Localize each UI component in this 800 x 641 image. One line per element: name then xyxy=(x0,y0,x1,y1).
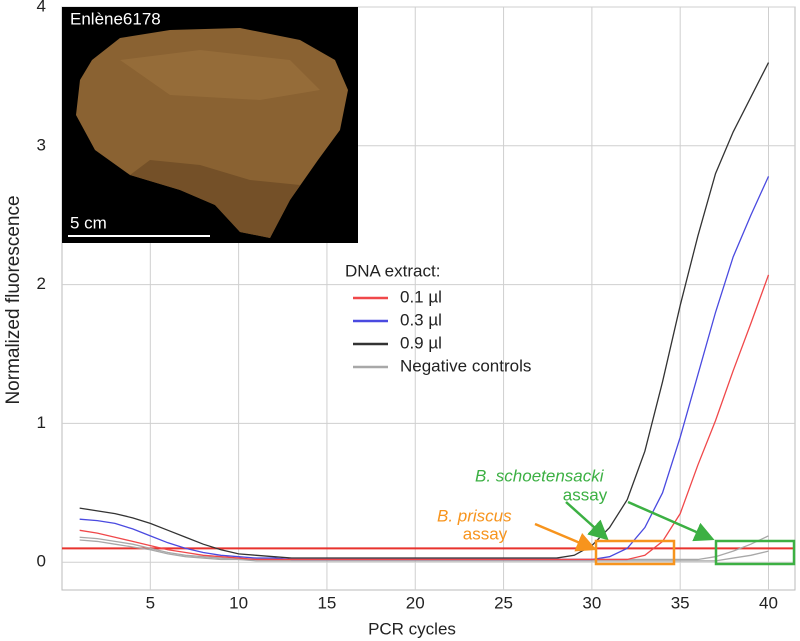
y-tick-label: 3 xyxy=(37,135,46,154)
legend-title: DNA extract: xyxy=(345,261,440,280)
x-axis-title: PCR cycles xyxy=(368,619,456,638)
overlay-layer: Enlène6178 5 cm B. schoetensacki assay B… xyxy=(3,7,796,638)
y-tick-label: 0 xyxy=(37,552,46,571)
legend-label: 0.9 µl xyxy=(400,333,442,352)
x-tick-label: 15 xyxy=(317,593,336,612)
series-line xyxy=(79,539,769,562)
x-tick-label: 20 xyxy=(406,593,425,612)
annotation-arrow xyxy=(565,501,609,541)
legend-label: 0.3 µl xyxy=(400,310,442,329)
annotation-text: B. schoetensacki xyxy=(475,466,605,485)
x-tick-label: 30 xyxy=(582,593,601,612)
annotation-arrow xyxy=(627,500,715,542)
annotation-text: assay xyxy=(563,485,608,504)
legend-label: Negative controls xyxy=(400,356,531,375)
annotation-arrow xyxy=(534,522,597,552)
x-tick-label: 25 xyxy=(494,593,513,612)
series-line xyxy=(79,274,770,561)
annotation-text: B. priscus xyxy=(437,506,512,525)
inset-bone-shade xyxy=(130,160,300,238)
x-tick-label: 5 xyxy=(146,593,155,612)
y-tick-label: 1 xyxy=(37,413,46,432)
y-tick-label: 2 xyxy=(37,274,46,293)
x-tick-label: 35 xyxy=(671,593,690,612)
y-tick-label: 4 xyxy=(37,0,46,15)
series-line xyxy=(79,62,770,559)
annotation-box xyxy=(714,539,796,566)
x-tick-label: 10 xyxy=(229,593,248,612)
inset-scale-label: 5 cm xyxy=(70,213,107,232)
annotation-text: assay xyxy=(463,524,508,543)
y-axis-title: Normalized fluorescence xyxy=(3,195,24,404)
inset-label: Enlène6178 xyxy=(70,9,161,28)
inset-bone-light xyxy=(120,50,320,100)
x-tick-label: 40 xyxy=(759,593,778,612)
legend-label: 0.1 µl xyxy=(400,287,442,306)
annotation-box xyxy=(594,539,676,566)
